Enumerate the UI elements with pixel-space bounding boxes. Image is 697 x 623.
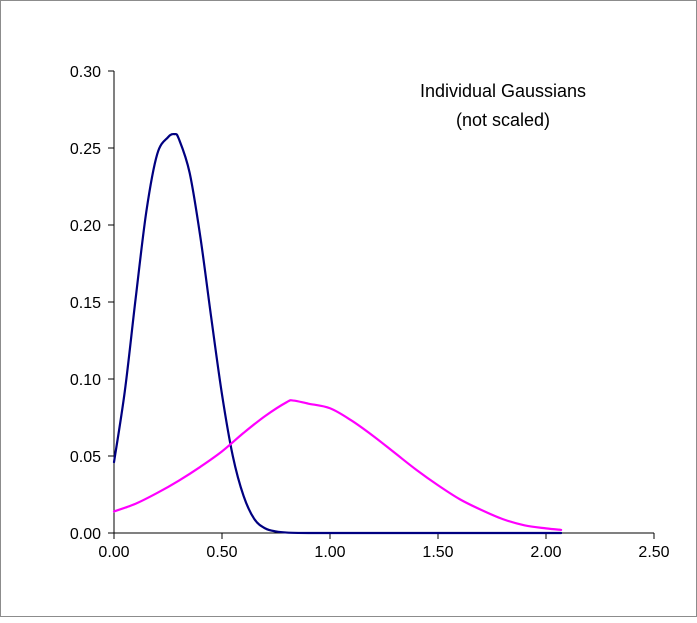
y-tick-label: 0.30	[70, 64, 101, 81]
series-line-1	[112, 132, 563, 535]
chart-subtitle: (not scaled)	[456, 110, 550, 130]
y-tick-label: 0.20	[70, 218, 101, 235]
series-line-2	[112, 399, 563, 532]
y-tick-label: 0.25	[70, 141, 101, 158]
x-tick-label: 1.50	[422, 544, 453, 561]
y-tick-label: 0.15	[70, 295, 101, 312]
y-tick-label: 0.00	[70, 526, 101, 543]
x-tick-label: 1.00	[314, 544, 345, 561]
axes: 0.00 0.05 0.10 0.15 0.20 0.25 0.30 0.00 0.50 1.00…	[70, 64, 670, 561]
chart-title: Individual Gaussians	[420, 81, 586, 101]
x-tick-label: 0.00	[98, 544, 129, 561]
x-tick-label: 0.50	[206, 544, 237, 561]
x-tick-label: 2.00	[530, 544, 561, 561]
y-tick-label: 0.05	[70, 449, 101, 466]
y-tick-label: 0.10	[70, 372, 101, 389]
x-tick-label: 2.50	[638, 544, 669, 561]
series-layer	[112, 132, 563, 535]
